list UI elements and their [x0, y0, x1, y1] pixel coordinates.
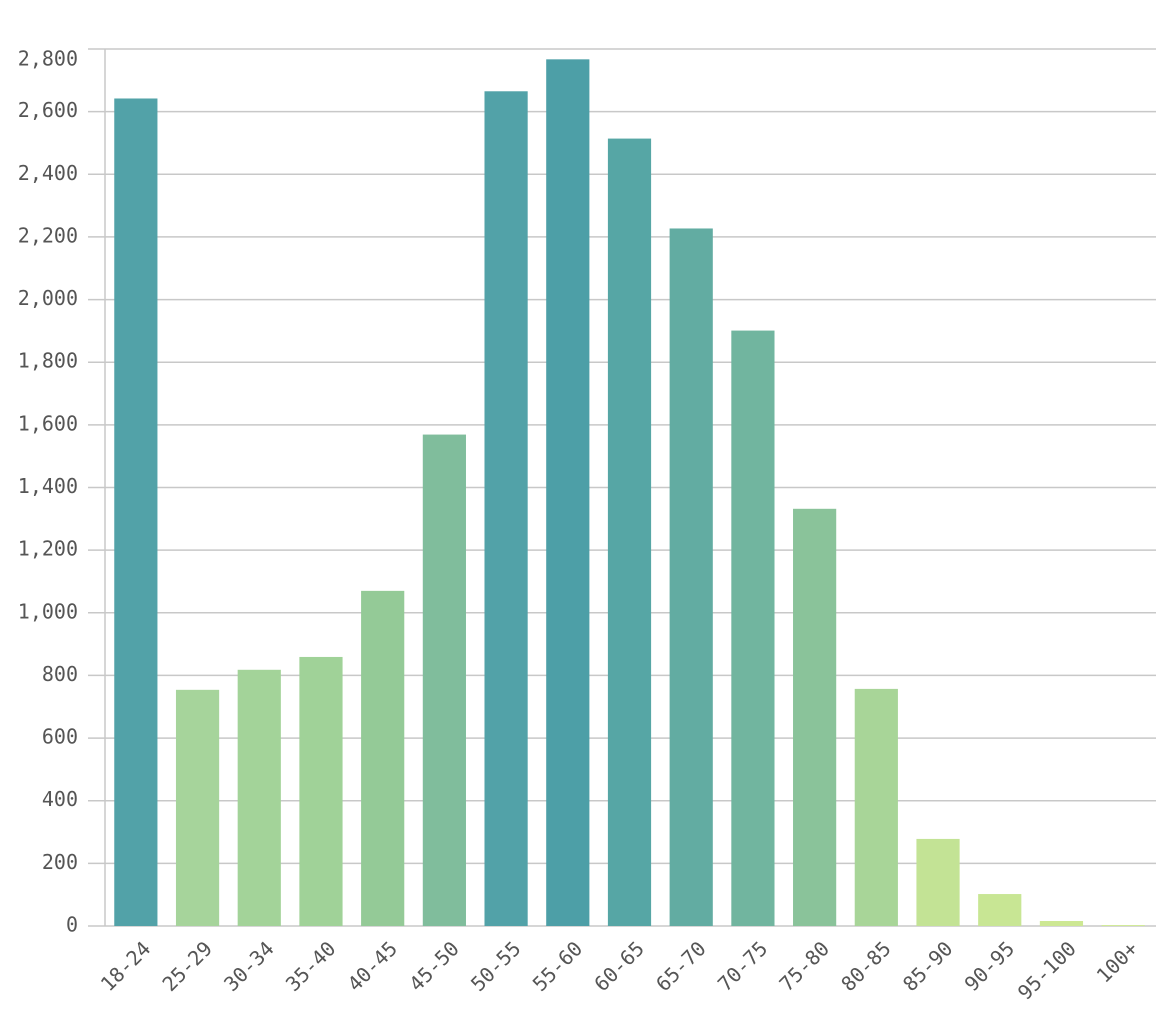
- x-tick-label: 75-80: [774, 936, 834, 996]
- y-tick-label: 0: [66, 913, 78, 937]
- x-tick-label: 60-65: [589, 936, 649, 996]
- y-tick-label: 200: [42, 850, 78, 874]
- x-tick-label: 95-100: [1013, 936, 1081, 1004]
- y-tick-label: 1,400: [18, 474, 78, 498]
- bar: [484, 91, 528, 926]
- y-tick-label: 2,600: [18, 98, 78, 122]
- bar: [731, 330, 775, 926]
- bar: [1039, 920, 1084, 926]
- x-tick-label: 90-95: [960, 936, 1020, 996]
- y-tick-label: 400: [42, 787, 78, 811]
- bar: [793, 508, 837, 926]
- x-tick-label: 35-40: [281, 936, 341, 996]
- x-tick-label: 18-24: [96, 936, 156, 996]
- y-tick-label: 800: [42, 662, 78, 686]
- x-tick-label: 25-29: [157, 936, 217, 996]
- x-tick-label: 100+: [1092, 936, 1143, 987]
- y-tick-label: 2,400: [18, 161, 78, 185]
- x-tick-label: 50-55: [466, 936, 526, 996]
- x-tick-label: 30-34: [219, 936, 279, 996]
- x-tick-label: 55-60: [528, 936, 588, 996]
- y-tick-label: 2,000: [18, 286, 78, 310]
- bar: [669, 228, 713, 926]
- y-tick-label: 1,200: [18, 537, 78, 561]
- x-tick-label: 40-45: [343, 936, 403, 996]
- bar: [854, 688, 898, 926]
- y-tick-label: 600: [42, 725, 78, 749]
- bar: [299, 656, 343, 926]
- x-tick-label: 45-50: [404, 936, 464, 996]
- x-tick-label: 80-85: [836, 936, 896, 996]
- y-tick-label: 2,800: [18, 47, 78, 71]
- bar: [978, 894, 1022, 926]
- y-tick-label: 1,800: [18, 349, 78, 373]
- bar: [607, 138, 652, 926]
- bar: [361, 590, 405, 926]
- bar: [237, 669, 281, 926]
- y-tick-label: 1,600: [18, 411, 78, 435]
- x-tick-label: 65-70: [651, 936, 711, 996]
- bar: [422, 434, 466, 926]
- x-tick-label: 85-90: [898, 936, 958, 996]
- bar: [916, 838, 960, 926]
- y-tick-label: 2,200: [18, 223, 78, 247]
- bar: [1101, 925, 1145, 926]
- bar: [114, 98, 158, 926]
- x-tick-label: 70-75: [713, 936, 773, 996]
- bar: [546, 59, 590, 927]
- y-tick-label: 1,000: [18, 599, 78, 623]
- bar: [175, 689, 220, 926]
